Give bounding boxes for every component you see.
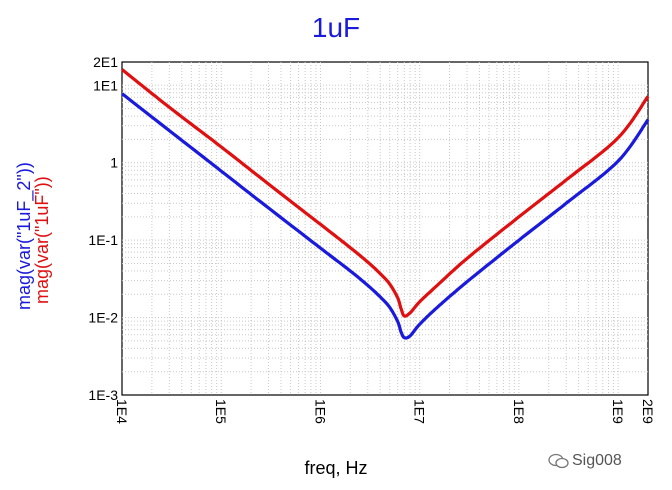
x-tick-label: 1E9 [610, 399, 626, 424]
wechat-icon [548, 453, 569, 469]
y-tick-label: 1E1 [93, 77, 118, 93]
y-axis-label-1uF: mag(var("1uF")) [32, 176, 52, 304]
x-tick-labels: 1E4 1E5 1E6 1E7 1E8 1E9 2E9 [114, 399, 656, 424]
y-tick-label: 2E1 [93, 54, 118, 70]
x-tick-label: 1E5 [213, 399, 229, 424]
plot-frame [121, 61, 649, 396]
x-axis-label: freq, Hz [304, 458, 368, 478]
grid-layer [122, 62, 648, 395]
x-tick-label: 2E9 [640, 399, 656, 424]
x-tick-label: 1E7 [412, 399, 428, 424]
y-tick-label: 1 [110, 155, 118, 171]
series-layer [121, 68, 650, 340]
x-tick-label: 1E6 [312, 399, 328, 424]
y-tick-label: 1E-3 [88, 387, 118, 403]
watermark: Sig008 [572, 452, 622, 469]
series-line-1uF [121, 68, 650, 318]
x-tick-label: 1E8 [511, 399, 527, 424]
series-line-1uF-2 [121, 92, 650, 340]
y-tick-label: 1E-2 [88, 310, 118, 326]
x-tick-label: 1E4 [114, 399, 130, 424]
y-tick-labels: 2E1 1E1 1 1E-1 1E-2 1E-3 [88, 54, 118, 403]
chart-title: 1uF [311, 12, 361, 43]
y-tick-label: 1E-1 [88, 232, 118, 248]
